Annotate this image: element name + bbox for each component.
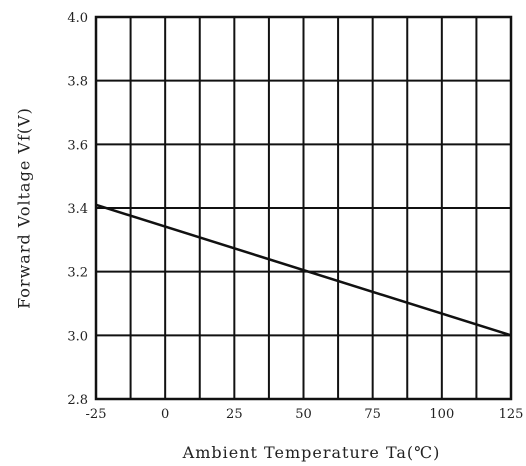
grid <box>95 16 512 400</box>
y-tick-label: 2.8 <box>67 393 88 408</box>
y-tick-label: 4.0 <box>67 11 88 26</box>
series-line <box>95 203 512 337</box>
x-tick-label: 0 <box>161 407 169 422</box>
x-tick-label: 100 <box>429 407 454 422</box>
x-axis-label: Ambient Temperature Ta(℃) <box>182 443 441 462</box>
series-layer <box>95 203 512 337</box>
x-tick-labels: -25 0 25 50 75 100 125 <box>86 407 524 422</box>
y-axis-label: Forward Voltage Vf(V) <box>15 107 34 309</box>
x-tick-label: 25 <box>226 407 243 422</box>
y-tick-label: 3.6 <box>67 138 88 153</box>
y-tick-label: 3.8 <box>67 75 88 90</box>
y-tick-label: 3.4 <box>67 202 88 217</box>
plot-frame <box>94 15 513 401</box>
x-tick-label: 125 <box>499 407 524 422</box>
y-tick-labels: 2.8 3.0 3.2 3.4 3.6 3.8 4.0 <box>67 11 88 408</box>
x-tick-label: 75 <box>364 407 381 422</box>
x-tick-label: -25 <box>86 407 107 422</box>
y-tick-label: 3.0 <box>67 329 88 344</box>
y-tick-label: 3.2 <box>67 266 88 281</box>
x-tick-label: 50 <box>295 407 312 422</box>
